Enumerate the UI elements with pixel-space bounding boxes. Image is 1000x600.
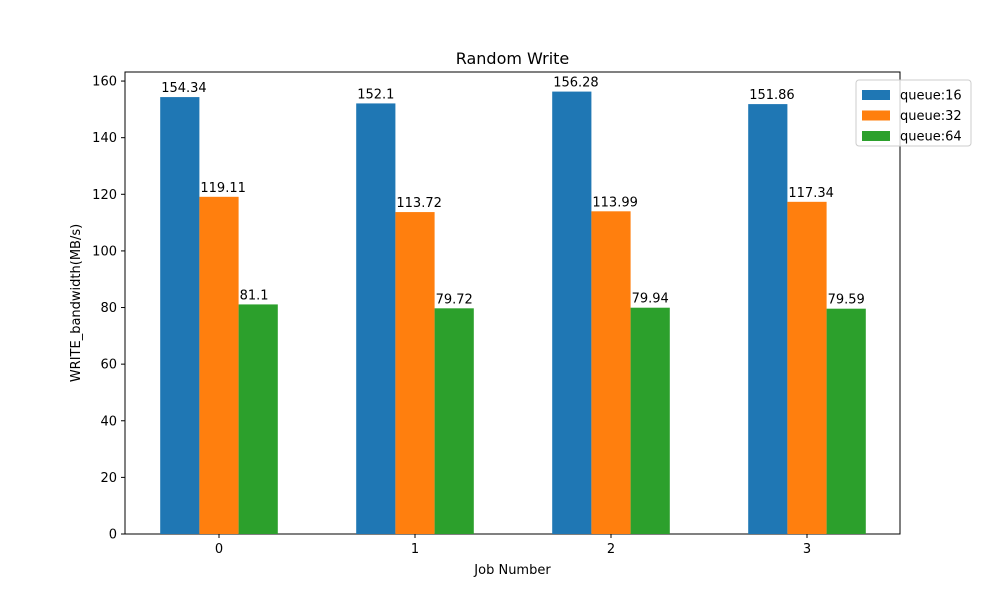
- y-axis-label: WRITE_bandwidth(MB/s): [69, 224, 84, 382]
- y-tick-label: 0: [109, 528, 117, 543]
- y-tick-label: 100: [92, 244, 117, 259]
- bar: [630, 307, 670, 534]
- y-tick-label: 120: [92, 188, 117, 203]
- plot-frame: [124, 71, 901, 535]
- bar: [434, 308, 474, 534]
- y-tick-label: 140: [92, 131, 117, 146]
- data-label: 154.34: [161, 81, 207, 96]
- x-tick-label: 1: [411, 542, 419, 557]
- bar: [395, 212, 435, 534]
- bars: [160, 91, 866, 535]
- legend-entry: queue:16: [900, 89, 962, 104]
- x-tick-label: 3: [803, 542, 811, 557]
- data-label: 117.34: [788, 186, 834, 201]
- data-label: 151.86: [749, 88, 795, 103]
- legend-entry: queue:64: [900, 130, 962, 145]
- data-label: 113.72: [396, 196, 442, 211]
- legend-swatch: [862, 110, 890, 121]
- bar: [787, 201, 827, 534]
- legend-entry: queue:32: [900, 109, 962, 124]
- data-labels: 154.34 119.11 81.1 152.1 113.72 79.72 156.28 11…: [161, 76, 865, 308]
- data-label: 79.94: [632, 292, 669, 307]
- y-axis: 0 20 40 60 80 100 120 140 160: [92, 75, 125, 543]
- y-tick-label: 20: [100, 471, 117, 486]
- bar: [552, 91, 592, 534]
- y-tick-label: 40: [100, 414, 117, 429]
- bar: [591, 211, 631, 534]
- chart-title: Random Write: [456, 49, 570, 68]
- data-label: 113.99: [592, 195, 638, 210]
- y-tick-label: 60: [100, 358, 117, 373]
- data-label: 81.1: [240, 288, 269, 303]
- x-axis-label: Job Number: [473, 563, 551, 578]
- data-label: 156.28: [553, 76, 599, 91]
- y-tick-label: 160: [92, 75, 117, 90]
- y-tick-label: 80: [100, 301, 117, 316]
- x-tick-label: 2: [607, 542, 615, 557]
- legend-swatch: [862, 131, 890, 141]
- legend: queue:16 queue:32 queue:64: [855, 79, 972, 147]
- bar: [199, 196, 239, 534]
- x-tick-label: 0: [215, 542, 223, 557]
- bar: [748, 104, 788, 534]
- bar: [160, 97, 200, 535]
- bar: [356, 103, 396, 534]
- data-label: 119.11: [200, 181, 246, 196]
- legend-swatch: [862, 90, 890, 100]
- data-label: 79.59: [828, 293, 865, 308]
- bar: [826, 308, 866, 534]
- x-axis: 0 1 2 3: [215, 534, 811, 557]
- data-label: 79.72: [436, 292, 473, 307]
- bar: [238, 304, 278, 534]
- data-label: 152.1: [357, 87, 394, 102]
